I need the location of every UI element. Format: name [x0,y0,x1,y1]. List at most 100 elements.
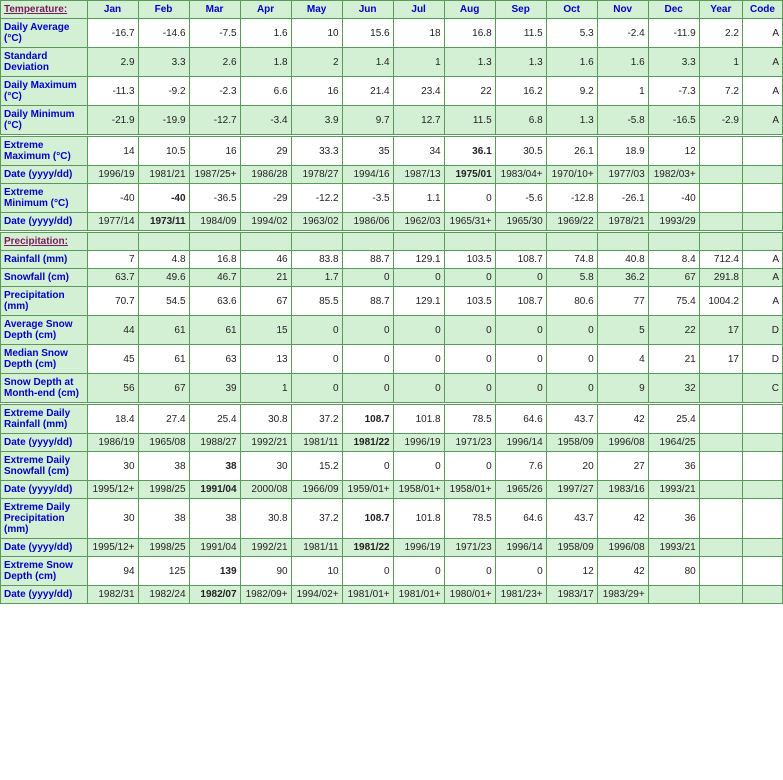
cell: 1980/01+ [444,586,495,604]
cell: 6.8 [495,106,546,136]
cell: 80.6 [546,287,597,316]
cell: 0 [393,269,444,287]
cell: 3.3 [648,48,699,77]
cell: -12.7 [189,106,240,136]
cell: 101.8 [393,499,444,539]
cell: A [742,287,782,316]
section-link[interactable]: Temperature: [4,4,67,15]
cell: 1965/26 [495,481,546,499]
cell: 1977/14 [87,213,138,232]
cell: 15 [240,316,291,345]
cell: 0 [291,374,342,404]
cell: 1.7 [291,269,342,287]
column-header: Sep [495,1,546,19]
cell: 83.8 [291,251,342,269]
row-label: Daily Minimum (°C) [1,106,88,136]
row-label: Extreme Daily Rainfall (mm) [1,404,88,434]
cell: 1.3 [546,106,597,136]
cell: 108.7 [342,404,393,434]
cell: 10 [291,19,342,48]
cell: 0 [291,316,342,345]
column-header [189,232,240,251]
cell: 1986/19 [87,434,138,452]
cell: 61 [138,345,189,374]
cell: 1991/04 [189,481,240,499]
cell: 1.1 [393,184,444,213]
cell [742,136,782,166]
cell: 101.8 [393,404,444,434]
cell: 30.8 [240,499,291,539]
cell: 42 [597,557,648,586]
cell: 1975/01 [444,166,495,184]
cell: 20 [546,452,597,481]
table-row: Snowfall (cm)63.749.646.7211.700005.836.… [1,269,783,287]
cell: 1978/21 [597,213,648,232]
cell: 1994/02 [240,213,291,232]
cell: -9.2 [138,77,189,106]
table-row: Date (yyyy/dd)1995/12+1998/251991/042000… [1,481,783,499]
cell: -16.5 [648,106,699,136]
cell: 17 [699,345,742,374]
cell: 42 [597,499,648,539]
cell: 1981/11 [291,434,342,452]
cell: 1971/23 [444,434,495,452]
cell: 0 [546,345,597,374]
cell: 5.3 [546,19,597,48]
column-header [495,232,546,251]
cell: 7.6 [495,452,546,481]
cell: 3.3 [138,48,189,77]
table-row: Date (yyyy/dd)1996/191981/211987/25+1986… [1,166,783,184]
cell: A [742,19,782,48]
cell [742,452,782,481]
column-header [240,232,291,251]
cell: 0 [342,269,393,287]
row-label: Precipitation (mm) [1,287,88,316]
cell: 67 [648,269,699,287]
cell: 77 [597,287,648,316]
cell: 6.6 [240,77,291,106]
cell: -14.6 [138,19,189,48]
column-header: Mar [189,1,240,19]
cell [699,434,742,452]
cell: 1996/08 [597,539,648,557]
cell: 21 [240,269,291,287]
cell: 1981/01+ [342,586,393,604]
cell: 30 [87,499,138,539]
cell: 1958/01+ [444,481,495,499]
row-label: Date (yyyy/dd) [1,481,88,499]
cell: 0 [342,374,393,404]
cell: 0 [495,345,546,374]
section-link[interactable]: Precipitation: [4,236,68,247]
cell: 108.7 [495,287,546,316]
table-row: Precipitation (mm)70.754.563.66785.588.7… [1,287,783,316]
cell: 1986/06 [342,213,393,232]
cell: -5.8 [597,106,648,136]
cell: 1958/09 [546,434,597,452]
cell: 712.4 [699,251,742,269]
cell: 16.8 [189,251,240,269]
cell: 43.7 [546,499,597,539]
cell: 32 [648,374,699,404]
cell: 46.7 [189,269,240,287]
cell: 1 [240,374,291,404]
cell: 1965/08 [138,434,189,452]
cell [742,481,782,499]
table-row: Snow Depth at Month-end (cm)566739100000… [1,374,783,404]
cell: 9 [597,374,648,404]
cell: 70.7 [87,287,138,316]
cell: 1982/31 [87,586,138,604]
cell [742,213,782,232]
cell: 80 [648,557,699,586]
cell [742,404,782,434]
cell: 1982/07 [189,586,240,604]
table-row: Standard Deviation2.93.32.61.821.411.31.… [1,48,783,77]
cell: 1.3 [444,48,495,77]
cell: 0 [546,316,597,345]
cell: 18.4 [87,404,138,434]
cell: 21 [648,345,699,374]
cell: 1992/21 [240,539,291,557]
column-header [342,232,393,251]
column-header [138,232,189,251]
cell [742,557,782,586]
cell: 30.8 [240,404,291,434]
